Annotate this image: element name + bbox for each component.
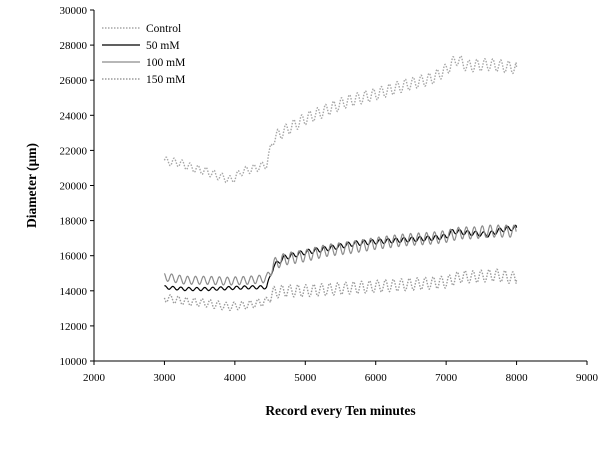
legend-label: 150 mM xyxy=(146,74,185,86)
y-tick-label: 20000 xyxy=(60,181,88,193)
y-tick-label: 24000 xyxy=(60,110,88,122)
x-tick-label: 9000 xyxy=(576,372,599,384)
axes-layer: 2000 3000 4000 5000 6000 7000 8000 9000 10000 120… xyxy=(60,5,599,384)
legend-label: 50 mM xyxy=(146,40,180,52)
y-tick-label: 28000 xyxy=(60,40,88,52)
y-tick-label: 26000 xyxy=(60,75,88,87)
legend-label: Control xyxy=(146,23,181,35)
y-tick-label: 22000 xyxy=(60,145,88,157)
x-tick-label: 2000 xyxy=(83,372,106,384)
y-tick-label: 14000 xyxy=(60,286,88,298)
x-tick-label: 7000 xyxy=(435,372,458,384)
series-layer xyxy=(163,55,518,312)
series-line-100-mm xyxy=(163,224,517,286)
legend: Control 50 mM 100 mM 150 mM xyxy=(102,23,185,86)
x-tick-label: 4000 xyxy=(224,372,247,384)
y-tick-label: 12000 xyxy=(60,321,88,333)
y-tick-label: 30000 xyxy=(60,5,88,17)
x-tick-label: 8000 xyxy=(506,372,529,384)
legend-label: 100 mM xyxy=(146,57,185,69)
x-tick-label: 3000 xyxy=(153,372,176,384)
y-tick-label: 18000 xyxy=(60,216,88,228)
x-tick-label: 6000 xyxy=(365,372,388,384)
series-line-control xyxy=(163,55,518,184)
y-tick-label: 16000 xyxy=(60,251,88,263)
x-tick-label: 5000 xyxy=(294,372,317,384)
y-axis-title: Diameter (μm) xyxy=(24,143,39,228)
y-tick-label: 10000 xyxy=(60,356,88,368)
series-line-50-mm xyxy=(164,224,518,292)
x-axis-title: Record every Ten minutes xyxy=(265,403,415,418)
